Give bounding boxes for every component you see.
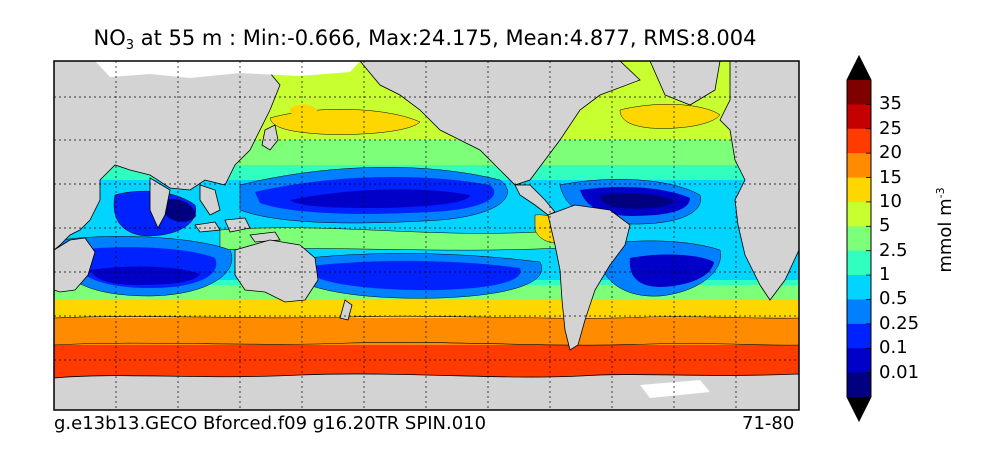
colorbar-band bbox=[847, 201, 871, 227]
colorbar-tick-label: 0.1 bbox=[879, 337, 908, 359]
colorbar-tick-label: 15 bbox=[879, 166, 902, 188]
colorbar-band bbox=[847, 250, 871, 276]
colorbar-tick-label: 0.5 bbox=[879, 288, 908, 310]
colorbar-band bbox=[847, 104, 871, 130]
colorbar-unit-label: mmol m-3 bbox=[934, 187, 956, 272]
colorbar-band bbox=[847, 226, 871, 252]
colorbar-frame bbox=[846, 54, 872, 423]
colorbar-tick-label: 1 bbox=[879, 264, 891, 286]
graticule bbox=[54, 61, 799, 410]
colorbar-max-triangle bbox=[847, 56, 871, 80]
map-frame bbox=[53, 60, 800, 411]
colorbar-band bbox=[847, 275, 871, 300]
map-title: NO3 at 55 m : Min:-0.666, Max:24.175, Me… bbox=[0, 26, 850, 53]
unit-exponent: -3 bbox=[934, 187, 947, 199]
colorbar-band bbox=[847, 80, 871, 105]
colorbar-band bbox=[847, 299, 871, 325]
colorbar-tick-label: 25 bbox=[879, 117, 902, 139]
colorbar-band bbox=[847, 323, 871, 349]
colorbar-min-triangle bbox=[847, 397, 871, 421]
colorbar-band bbox=[847, 177, 871, 203]
colorbar-tick-label: 5 bbox=[879, 215, 891, 237]
colorbar-band bbox=[847, 153, 871, 179]
title-species: NO bbox=[93, 26, 126, 50]
colorbar-tick-label: 0.25 bbox=[879, 312, 920, 334]
map-field bbox=[54, 61, 799, 410]
period-label: 71-80 bbox=[742, 413, 795, 434]
unit-main: mmol m bbox=[935, 198, 956, 273]
colorbar-band bbox=[847, 128, 871, 154]
colorbar-tick-label: 2.5 bbox=[879, 239, 908, 261]
colorbar-band bbox=[847, 372, 871, 398]
colorbar-tick-label: 35 bbox=[879, 93, 902, 115]
colorbar-band bbox=[847, 348, 871, 374]
colorbar-tick-label: 20 bbox=[879, 142, 902, 164]
colorbar-tick-label: 10 bbox=[879, 190, 902, 212]
title-subscript: 3 bbox=[125, 38, 135, 53]
colorbar-tick-label: 0.01 bbox=[879, 361, 920, 383]
title-stats: at 55 m : Min:-0.666, Max:24.175, Mean:4… bbox=[134, 26, 757, 50]
land-mass bbox=[54, 61, 799, 410]
run-name-label: g.e13b13.GECO Bforced.f09 g16.20TR SPIN.… bbox=[54, 413, 487, 434]
